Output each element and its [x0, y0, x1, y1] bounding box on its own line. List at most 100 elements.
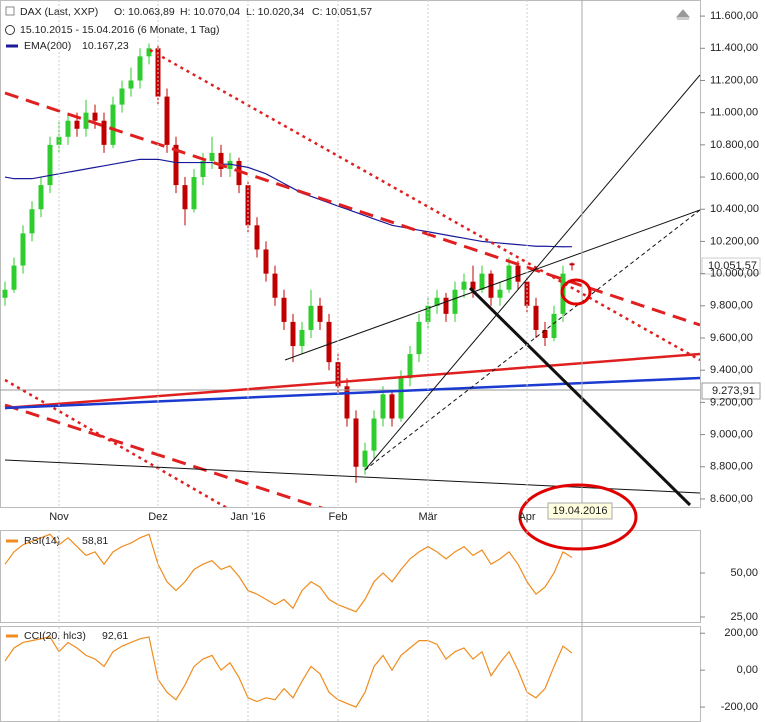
candle-body [434, 297, 440, 306]
candle-body [551, 313, 557, 338]
y-tick-label: 10.800,00 [710, 139, 759, 151]
rsi-panel [0, 530, 701, 623]
candle-body [128, 80, 134, 89]
candle-body [92, 112, 98, 121]
low: L: 10.020,34 [246, 6, 305, 18]
candle-body [470, 281, 476, 290]
ema-legend: EMA(200) [24, 40, 71, 52]
candle-body [353, 418, 359, 467]
y-tick-label: 11.000,00 [710, 107, 758, 119]
candle-body [542, 329, 548, 338]
candle-body [461, 281, 467, 290]
checkbox[interactable] [5, 6, 15, 16]
candle-body [506, 265, 512, 290]
candle-body [83, 112, 89, 129]
y-tick-label: 8.600,00 [710, 493, 753, 505]
candle-body [209, 152, 215, 161]
trend-line [4, 91, 700, 327]
candle-body [380, 394, 386, 419]
candle-body [569, 263, 575, 266]
candle-body [299, 329, 305, 347]
ema-legend-value: 10.167,23 [82, 40, 129, 52]
trend-lines [0, 48, 700, 507]
highlight-circle [560, 278, 592, 306]
y-tick-label: 9.400,00 [710, 364, 753, 376]
symbol: DAX (Last, XXP) [20, 6, 98, 18]
y-tick-label: 10.000,00 [710, 268, 759, 280]
marked-price: 9.273,91 [712, 385, 755, 397]
candle-body [407, 354, 413, 379]
candle-body [164, 96, 170, 145]
candle-body [254, 225, 260, 250]
candle-body [146, 48, 152, 57]
candle-body [29, 209, 35, 234]
candle-body [20, 233, 26, 266]
y-tick-label: 10.200,00 [710, 235, 759, 247]
candle-body [281, 297, 287, 322]
series-line [4, 636, 573, 708]
candle-body [326, 321, 332, 363]
candle-body [317, 305, 323, 322]
trend-line [4, 352, 700, 410]
candle-body [452, 289, 458, 314]
candle-body [236, 160, 242, 186]
marked-price-box [701, 382, 761, 400]
x-tick-label: Dez [148, 511, 168, 523]
candle-body [371, 418, 377, 451]
candle-body [533, 305, 539, 330]
close: C: 10.051,57 [312, 6, 372, 18]
y-tick-label: 9.200,00 [710, 396, 753, 408]
candle-body [191, 177, 197, 210]
candle-body [182, 185, 188, 210]
candle-body [218, 152, 224, 169]
candle-body [137, 56, 143, 81]
candle-body [2, 289, 8, 298]
price-panel [0, 0, 701, 508]
series-line [4, 533, 573, 613]
candle-body [443, 297, 449, 314]
y-tick-label: 11.600,00 [710, 10, 758, 22]
candle-body [263, 249, 269, 274]
candle-body [479, 273, 485, 290]
candle-body [290, 321, 296, 347]
y-tick-label: 10.600,00 [710, 171, 759, 183]
y-tick-label: 9.800,00 [710, 300, 753, 312]
last-price-box [701, 257, 761, 275]
y-tick-label: 200,00 [724, 627, 758, 639]
candle-body [74, 120, 80, 129]
candle-body [65, 120, 71, 137]
y-tick-label: 8.800,00 [710, 461, 753, 473]
y-tick-label: 10.400,00 [710, 203, 759, 215]
candle-body [335, 362, 341, 387]
scroll-icon[interactable] [675, 9, 691, 20]
candle-body [272, 273, 278, 298]
x-tick-label: Nov [49, 511, 69, 523]
highlight-circle [518, 483, 638, 551]
candle-body [119, 88, 125, 105]
cci-legend: CCI(20, hlc3) [24, 630, 86, 642]
candle-body [308, 305, 314, 330]
date-range: 15.10.2015 - 15.04.2016 (6 Monate, 1 Tag… [20, 24, 219, 36]
high: H: 10.070,04 [180, 6, 240, 18]
candle-body [47, 144, 53, 186]
trend-line [4, 459, 700, 494]
clock-icon [5, 25, 15, 35]
y-tick-label: 11.200,00 [710, 74, 758, 86]
candle-body [173, 144, 179, 186]
trend-line [4, 376, 700, 410]
trend-line [364, 74, 700, 471]
candle-body [38, 185, 44, 210]
y-tick-label: 0,00 [737, 664, 758, 676]
y-tick-label: 11.400,00 [710, 42, 758, 54]
candle-body [515, 265, 521, 282]
last-price: 10.051,57 [708, 260, 757, 272]
cci-legend-value: 92,61 [102, 630, 128, 642]
trend-line [364, 209, 700, 471]
x-tick-label: Mär [419, 511, 438, 523]
x-tick-label: Apr [518, 511, 535, 523]
date-box [547, 502, 613, 520]
candle-body [110, 104, 116, 145]
y-tick-label: 9.000,00 [710, 428, 753, 440]
